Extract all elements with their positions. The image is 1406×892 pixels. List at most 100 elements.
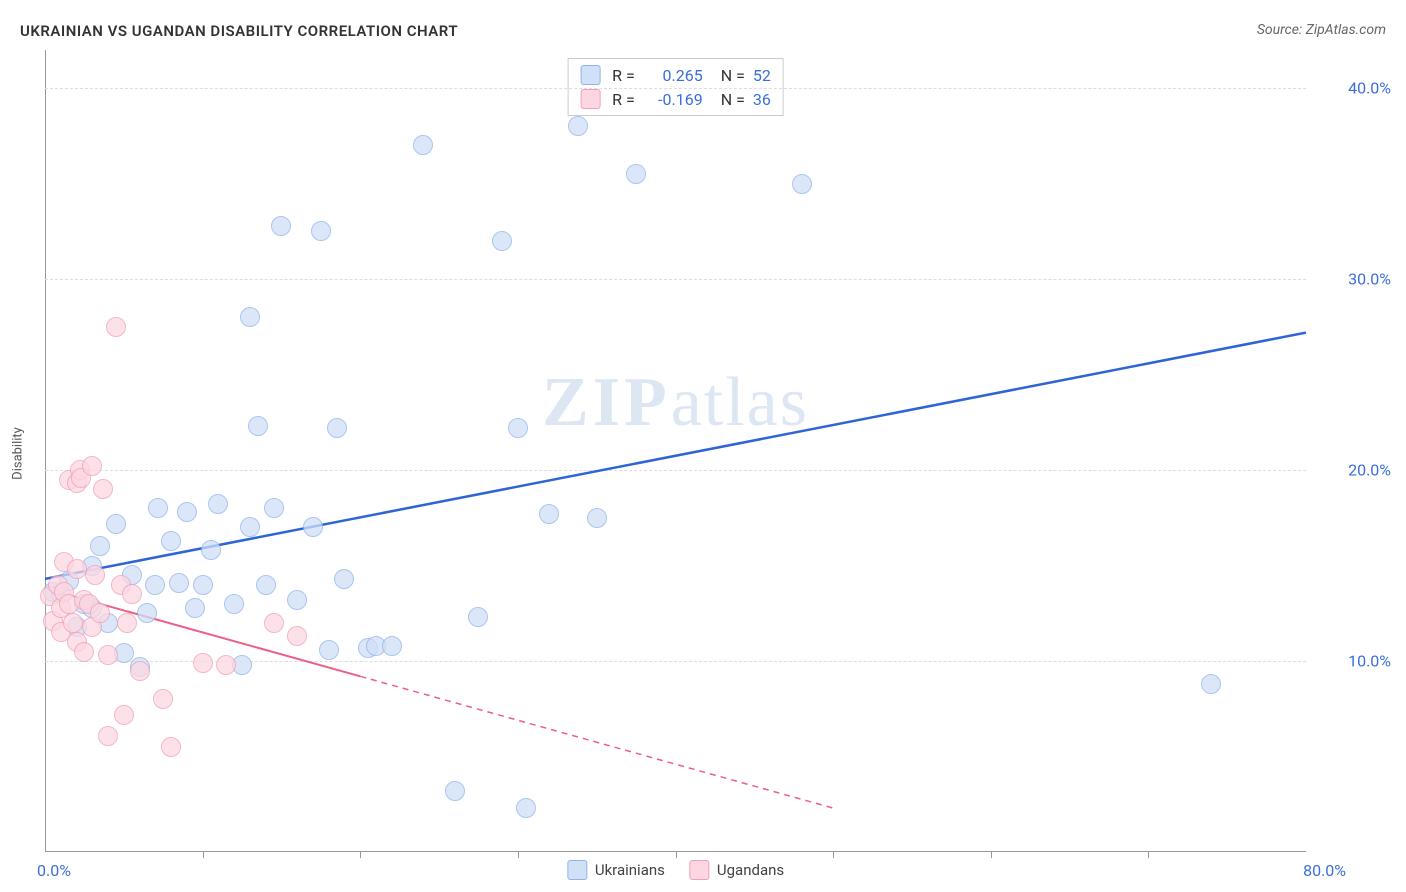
data-point <box>311 221 331 241</box>
series-name: Ugandans <box>717 861 784 879</box>
data-point <box>90 536 110 556</box>
data-point <box>185 598 205 618</box>
data-point <box>287 626 307 646</box>
data-point <box>224 594 244 614</box>
data-point <box>287 590 307 610</box>
data-point <box>508 418 528 438</box>
data-point <box>240 307 260 327</box>
n-label: N = <box>721 90 745 109</box>
series-legend-item: Ukrainians <box>567 860 665 880</box>
data-point <box>193 653 213 673</box>
correlation-legend: R = 0.265 N = 52 R = -0.169 N = 36 <box>567 58 784 116</box>
y-tick-label: 40.0% <box>1348 79 1391 98</box>
legend-swatch <box>580 89 600 109</box>
data-point <box>122 584 142 604</box>
data-point <box>539 504 559 524</box>
data-point <box>106 514 126 534</box>
x-tick <box>203 852 204 858</box>
y-axis <box>45 50 46 852</box>
data-point <box>74 642 94 662</box>
data-point <box>1201 674 1221 694</box>
x-origin-label: 0.0% <box>37 861 71 880</box>
data-point <box>98 645 118 665</box>
x-tick <box>991 852 992 858</box>
legend-row: R = 0.265 N = 52 <box>580 63 771 87</box>
data-point <box>240 517 260 537</box>
data-point <box>114 705 134 725</box>
legend-swatch <box>567 860 587 880</box>
scatter-plot: ZIPatlas 0.0% 80.0% R =0.265N =52R =-0.1… <box>45 50 1306 852</box>
y-tick-label: 10.0% <box>1348 652 1391 671</box>
source-attribution: Source: ZipAtlas.com <box>1257 22 1386 38</box>
data-point <box>67 559 87 579</box>
data-point <box>201 540 221 560</box>
grid-line <box>45 470 1306 471</box>
data-point <box>382 636 402 656</box>
data-point <box>468 607 488 627</box>
legend-swatch <box>580 65 600 85</box>
data-point <box>85 565 105 585</box>
x-tick <box>676 852 677 858</box>
r-label: R = <box>612 90 635 109</box>
data-point <box>137 603 157 623</box>
trend-lines <box>45 50 1306 852</box>
data-point <box>792 174 812 194</box>
data-point <box>93 479 113 499</box>
n-label: N = <box>721 66 745 85</box>
data-point <box>568 116 588 136</box>
data-point <box>145 575 165 595</box>
chart-title: UKRAINIAN VS UGANDAN DISABILITY CORRELAT… <box>20 22 458 40</box>
data-point <box>516 798 536 818</box>
data-point <box>303 517 323 537</box>
data-point <box>130 661 150 681</box>
series-name: Ukrainians <box>595 861 665 879</box>
r-value: -0.169 <box>643 90 703 109</box>
data-point <box>271 216 291 236</box>
legend-row: R = -0.169 N = 36 <box>580 87 771 111</box>
data-point <box>161 737 181 757</box>
y-tick-label: 30.0% <box>1348 270 1391 289</box>
data-point <box>82 456 102 476</box>
y-tick-label: 20.0% <box>1348 461 1391 480</box>
data-point <box>90 603 110 623</box>
series-legend: Ukrainians Ugandans <box>567 860 784 880</box>
data-point <box>117 613 137 633</box>
data-point <box>264 613 284 633</box>
data-point <box>248 416 268 436</box>
r-value: 0.265 <box>643 66 703 85</box>
data-point <box>626 164 646 184</box>
y-axis-label: Disability <box>11 427 26 480</box>
data-point <box>216 655 236 675</box>
x-max-label: 80.0% <box>1303 861 1346 880</box>
x-tick <box>360 852 361 858</box>
data-point <box>169 573 189 593</box>
data-point <box>334 569 354 589</box>
data-point <box>492 231 512 251</box>
n-value: 36 <box>753 90 771 109</box>
grid-line <box>45 279 1306 280</box>
data-point <box>153 689 173 709</box>
data-point <box>413 135 433 155</box>
data-point <box>63 613 83 633</box>
data-point <box>161 531 181 551</box>
x-tick <box>518 852 519 858</box>
legend-swatch <box>689 860 709 880</box>
data-point <box>177 502 197 522</box>
data-point <box>264 498 284 518</box>
r-label: R = <box>612 66 635 85</box>
data-point <box>106 317 126 337</box>
data-point <box>445 781 465 801</box>
x-tick <box>1148 852 1149 858</box>
data-point <box>148 498 168 518</box>
data-point <box>319 640 339 660</box>
series-legend-item: Ugandans <box>689 860 784 880</box>
watermark: ZIPatlas <box>542 363 809 443</box>
n-value: 52 <box>753 66 771 85</box>
data-point <box>587 508 607 528</box>
data-point <box>98 726 118 746</box>
data-point <box>327 418 347 438</box>
data-point <box>208 494 228 514</box>
data-point <box>256 575 276 595</box>
grid-line <box>45 88 1306 89</box>
x-tick <box>833 852 834 858</box>
